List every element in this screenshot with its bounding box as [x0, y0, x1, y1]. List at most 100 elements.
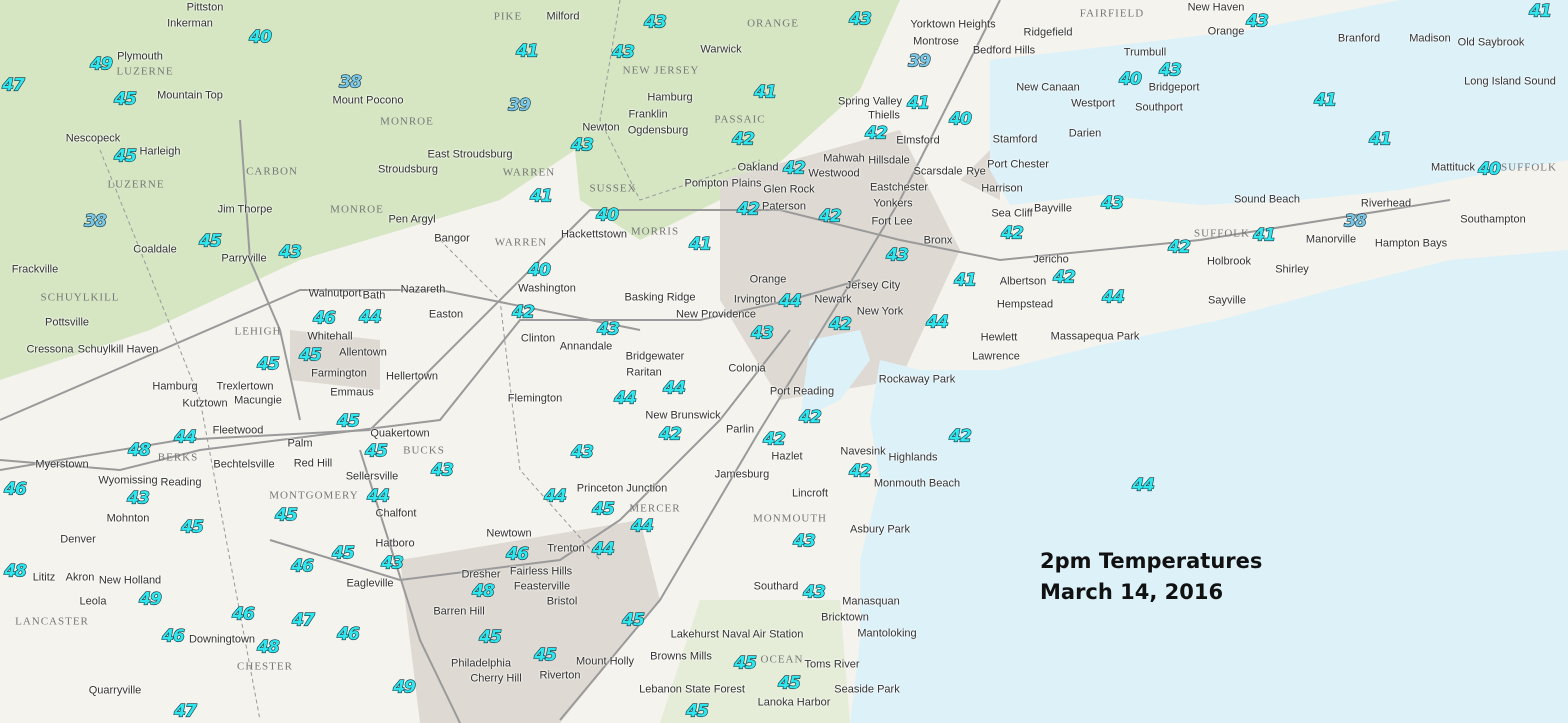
- temperature-marker[interactable]: 43: [571, 135, 595, 156]
- temperature-marker[interactable]: 44: [359, 307, 383, 328]
- temperature-marker[interactable]: 46: [162, 626, 186, 647]
- temperature-marker[interactable]: 41: [530, 186, 554, 207]
- temperature-marker[interactable]: 44: [1102, 287, 1126, 308]
- temperature-marker[interactable]: 48: [4, 561, 28, 582]
- temperature-marker[interactable]: 45: [734, 653, 758, 674]
- temperature-marker[interactable]: 42: [819, 206, 843, 227]
- temperature-marker[interactable]: 40: [949, 109, 973, 130]
- temperature-marker[interactable]: 45: [365, 441, 389, 462]
- temperature-marker[interactable]: 46: [337, 624, 361, 645]
- temperature-marker[interactable]: 42: [849, 461, 873, 482]
- temperature-marker[interactable]: 44: [367, 486, 391, 507]
- temperature-marker[interactable]: 44: [926, 312, 950, 333]
- temperature-marker[interactable]: 38: [1344, 211, 1368, 232]
- temperature-marker[interactable]: 43: [381, 553, 405, 574]
- temperature-marker[interactable]: 42: [1168, 237, 1192, 258]
- temperature-marker[interactable]: 43: [751, 323, 775, 344]
- temperature-marker[interactable]: 49: [139, 589, 163, 610]
- temperature-marker[interactable]: 47: [292, 610, 316, 631]
- temperature-marker[interactable]: 45: [337, 411, 361, 432]
- temperature-marker[interactable]: 41: [954, 270, 978, 291]
- temperature-marker[interactable]: 46: [313, 308, 337, 329]
- temperature-marker[interactable]: 48: [472, 581, 496, 602]
- temperature-marker[interactable]: 40: [528, 260, 552, 281]
- temperature-marker[interactable]: 41: [516, 41, 540, 62]
- temperature-marker[interactable]: 46: [4, 479, 28, 500]
- temperature-marker[interactable]: 42: [783, 158, 807, 179]
- temperature-marker[interactable]: 43: [793, 531, 817, 552]
- temperature-marker[interactable]: 44: [779, 291, 803, 312]
- temperature-marker[interactable]: 43: [612, 42, 636, 63]
- temperature-marker[interactable]: 45: [199, 231, 223, 252]
- temperature-marker[interactable]: 39: [908, 51, 932, 72]
- temperature-marker[interactable]: 41: [907, 93, 931, 114]
- temperature-marker[interactable]: 44: [631, 516, 655, 537]
- temperature-marker[interactable]: 41: [1253, 225, 1277, 246]
- temperature-marker[interactable]: 45: [479, 627, 503, 648]
- temperature-marker[interactable]: 45: [257, 354, 281, 375]
- temperature-marker[interactable]: 42: [659, 424, 683, 445]
- temperature-marker[interactable]: 46: [506, 544, 530, 565]
- temperature-marker[interactable]: 43: [644, 12, 668, 33]
- temperature-marker[interactable]: 38: [339, 72, 363, 93]
- temperature-marker[interactable]: 43: [849, 9, 873, 30]
- temperature-marker[interactable]: 44: [174, 427, 198, 448]
- temperature-marker[interactable]: 40: [1119, 69, 1143, 90]
- temperature-marker[interactable]: 40: [596, 205, 620, 226]
- temperature-marker[interactable]: 45: [275, 505, 299, 526]
- temperature-marker[interactable]: 40: [1478, 159, 1502, 180]
- temperature-marker[interactable]: 42: [737, 199, 761, 220]
- temperature-marker[interactable]: 43: [431, 460, 455, 481]
- temperature-marker[interactable]: 43: [803, 582, 827, 603]
- temperature-marker[interactable]: 39: [508, 95, 532, 116]
- temperature-marker[interactable]: 43: [571, 442, 595, 463]
- temperature-marker[interactable]: 45: [592, 499, 616, 520]
- temperature-marker[interactable]: 45: [181, 517, 205, 538]
- temperature-marker[interactable]: 43: [1101, 193, 1125, 214]
- temperature-marker[interactable]: 44: [614, 388, 638, 409]
- temperature-marker[interactable]: 45: [114, 89, 138, 110]
- temperature-marker[interactable]: 41: [1369, 129, 1393, 150]
- temperature-marker[interactable]: 46: [232, 604, 256, 625]
- temperature-marker[interactable]: 48: [128, 440, 152, 461]
- temperature-marker[interactable]: 47: [2, 75, 26, 96]
- temperature-marker[interactable]: 44: [663, 378, 687, 399]
- temperature-marker[interactable]: 42: [949, 426, 973, 447]
- temperature-marker[interactable]: 42: [829, 314, 853, 335]
- temperature-marker[interactable]: 43: [279, 242, 303, 263]
- temperature-marker[interactable]: 45: [332, 543, 356, 564]
- temperature-marker[interactable]: 45: [622, 610, 646, 631]
- temperature-marker[interactable]: 40: [249, 27, 273, 48]
- temperature-marker[interactable]: 45: [686, 701, 710, 722]
- temperature-marker[interactable]: 41: [1529, 1, 1553, 22]
- temperature-marker[interactable]: 45: [778, 673, 802, 694]
- temperature-marker[interactable]: 42: [512, 302, 536, 323]
- temperature-marker[interactable]: 42: [1001, 223, 1025, 244]
- temperature-marker[interactable]: 49: [393, 677, 417, 698]
- temperature-marker[interactable]: 45: [114, 146, 138, 167]
- temperature-marker[interactable]: 42: [865, 123, 889, 144]
- temperature-marker[interactable]: 44: [544, 486, 568, 507]
- temperature-marker[interactable]: 43: [1246, 11, 1270, 32]
- temperature-marker[interactable]: 41: [754, 82, 778, 103]
- temperature-marker[interactable]: 43: [1159, 60, 1183, 81]
- temperature-marker[interactable]: 46: [291, 556, 315, 577]
- temperature-marker[interactable]: 41: [1314, 90, 1338, 111]
- temperature-marker[interactable]: 38: [84, 211, 108, 232]
- temperature-marker[interactable]: 45: [299, 345, 323, 366]
- temperature-marker[interactable]: 43: [886, 245, 910, 266]
- temperature-marker[interactable]: 42: [763, 429, 787, 450]
- temperature-marker[interactable]: 48: [257, 637, 281, 658]
- temperature-marker[interactable]: 42: [799, 407, 823, 428]
- temperature-marker[interactable]: 42: [1053, 267, 1077, 288]
- temperature-marker[interactable]: 45: [534, 645, 558, 666]
- temperature-marker[interactable]: 43: [127, 488, 151, 509]
- temperature-marker[interactable]: 43: [597, 319, 621, 340]
- temperature-marker[interactable]: 44: [592, 539, 616, 560]
- temperature-marker[interactable]: 47: [174, 701, 198, 722]
- temperature-marker[interactable]: 44: [1132, 475, 1156, 496]
- temperature-marker[interactable]: 42: [732, 129, 756, 150]
- temperature-marker[interactable]: 49: [90, 54, 114, 75]
- temperature-marker[interactable]: 41: [689, 234, 713, 255]
